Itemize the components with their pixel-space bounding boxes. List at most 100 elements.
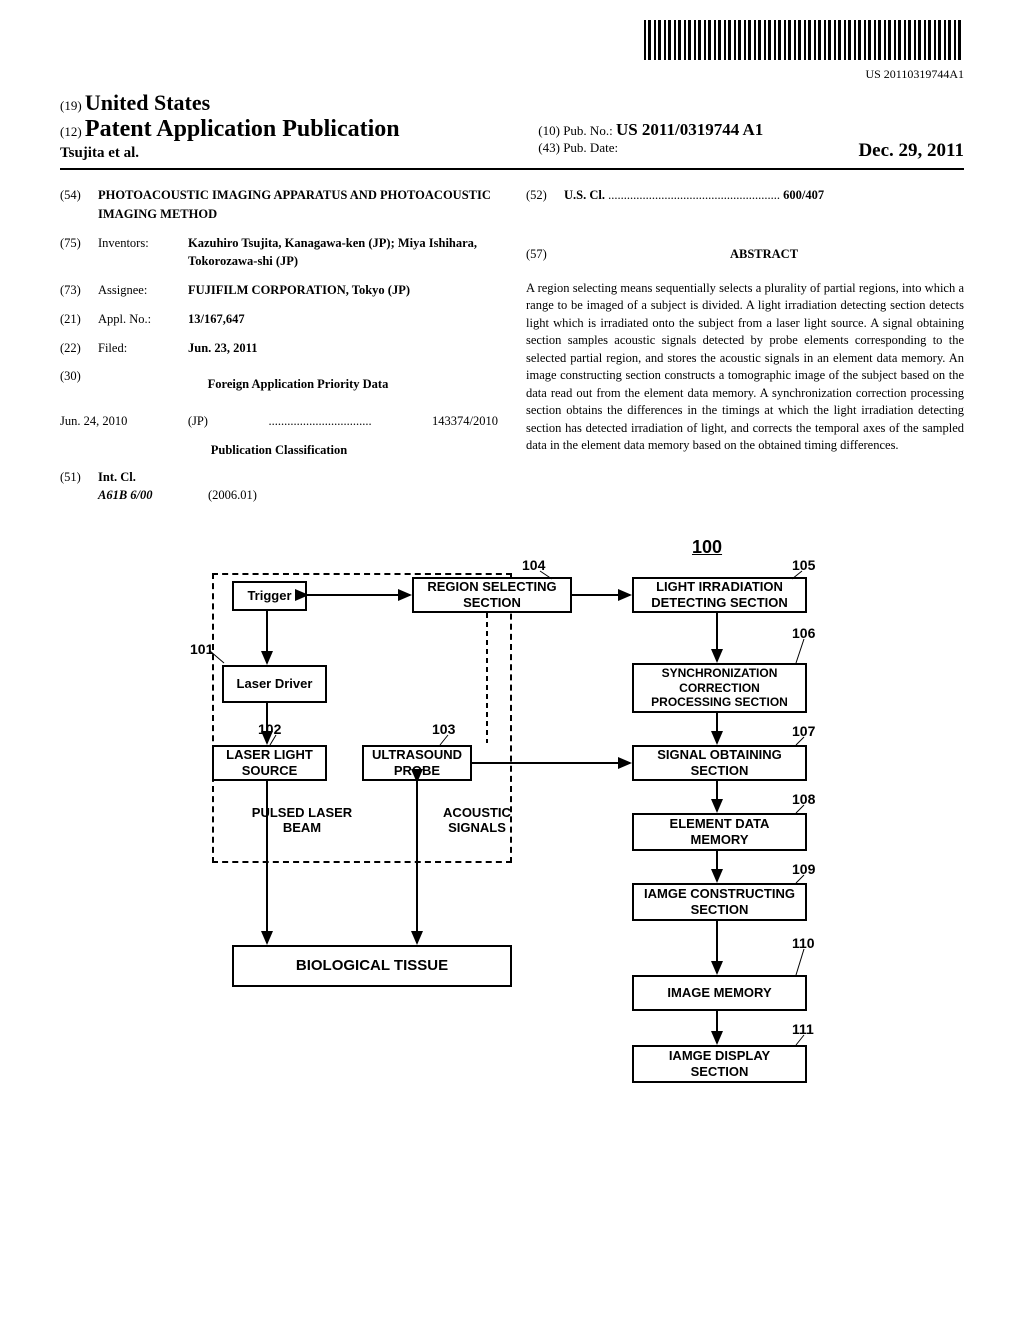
ref-101: 101: [190, 641, 213, 657]
ref-102: 102: [258, 721, 281, 737]
uscl-block: U.S. Cl. ...............................…: [564, 186, 964, 205]
box-img-construct: IAMGE CONSTRUCTING SECTION: [632, 883, 807, 921]
uscl-code: (52): [526, 186, 564, 205]
uscl-label: U.S. Cl.: [564, 188, 605, 202]
label-acoustic: ACOUSTIC SIGNALS: [432, 805, 522, 835]
box-light-detect: LIGHT IRRADIATION DETECTING SECTION: [632, 577, 807, 613]
inventors-text: Kazuhiro Tsujita, Kanagawa-ken (JP); Miy…: [188, 236, 477, 269]
filed-label: Filed:: [98, 339, 188, 358]
pubclass-heading: Publication Classification: [60, 441, 498, 460]
ref-104: 104: [522, 557, 545, 573]
abstract-heading: ABSTRACT: [564, 245, 964, 264]
foreign-num: 143374/2010: [432, 412, 498, 431]
assignee-value: FUJIFILM CORPORATION, Tokyo (JP): [188, 281, 498, 300]
box-laser-source: LASER LIGHT SOURCE: [212, 745, 327, 781]
header: (19) United States (12) Patent Applicati…: [60, 90, 964, 162]
inventors-row: (75) Inventors: Kazuhiro Tsujita, Kanaga…: [60, 234, 498, 272]
filed-text: Jun. 23, 2011: [188, 341, 257, 355]
ref-109: 109: [792, 861, 815, 877]
foreign-code: (30): [60, 367, 98, 402]
abstract-text: A region selecting means sequentially se…: [526, 280, 964, 455]
abstract-code: (57): [526, 245, 564, 270]
bibliographic-section: (54) PHOTOACOUSTIC IMAGING APPARATUS AND…: [60, 186, 964, 515]
abstract-heading-row: (57) ABSTRACT: [526, 245, 964, 270]
box-img-display: IAMGE DISPLAY SECTION: [632, 1045, 807, 1083]
pub-label: Patent Application Publication: [85, 116, 400, 142]
uscl-row: (52) U.S. Cl. ..........................…: [526, 186, 964, 205]
assignee-code: (73): [60, 281, 98, 300]
header-left: (19) United States (12) Patent Applicati…: [60, 90, 528, 162]
ref-103: 103: [432, 721, 455, 737]
biblio-left-col: (54) PHOTOACOUSTIC IMAGING APPARATUS AND…: [60, 186, 498, 515]
pub-no-line: (10) Pub. No.: US 2011/0319744 A1: [538, 120, 964, 140]
authors-line: Tsujita et al.: [60, 145, 528, 162]
filed-value: Jun. 23, 2011: [188, 339, 498, 358]
inventors-label: Inventors:: [98, 234, 188, 272]
pubdate-value: Dec. 29, 2011: [858, 140, 964, 162]
box-sync: SYNCHRONIZATION CORRECTION PROCESSING SE…: [632, 663, 807, 713]
applno-label: Appl. No.:: [98, 310, 188, 329]
inventors-code: (75): [60, 234, 98, 272]
pub-code: (12): [60, 124, 82, 139]
ref-108: 108: [792, 791, 815, 807]
box-elem-mem: ELEMENT DATA MEMORY: [632, 813, 807, 851]
pubdate-code: (43): [538, 140, 560, 155]
filed-code: (22): [60, 339, 98, 358]
country-name: United States: [85, 90, 210, 115]
header-divider: [60, 168, 964, 170]
ref-100: 100: [692, 537, 722, 558]
label-pulsed: PULSED LASER BEAM: [247, 805, 357, 835]
box-laser-driver: Laser Driver: [222, 665, 327, 703]
intcl-data: A61B 6/00 (2006.01): [98, 486, 498, 505]
applno-text: 13/167,647: [188, 312, 245, 326]
intcl-code: (51): [60, 468, 98, 506]
pubdate-label: Pub. Date:: [563, 140, 618, 155]
intcl-year: (2006.01): [208, 486, 257, 505]
pub-date-line: (43) Pub. Date: Dec. 29, 2011: [538, 140, 964, 156]
box-signal-obtain: SIGNAL OBTAINING SECTION: [632, 745, 807, 781]
uscl-dots: ........................................…: [608, 188, 780, 202]
ref-110: 110: [792, 935, 815, 951]
pub-type-line: (12) Patent Application Publication: [60, 116, 528, 143]
ref-105: 105: [792, 557, 815, 573]
applno-code: (21): [60, 310, 98, 329]
header-right: (10) Pub. No.: US 2011/0319744 A1 (43) P…: [528, 120, 964, 162]
ref-107: 107: [792, 723, 815, 739]
applno-value: 13/167,647: [188, 310, 498, 329]
box-region-selecting: REGION SELECTING SECTION: [412, 577, 572, 613]
pubno-code: (10): [538, 123, 560, 138]
assignee-text: FUJIFILM CORPORATION, Tokyo (JP): [188, 283, 410, 297]
title-code: (54): [60, 186, 98, 224]
intcl-block: Int. Cl. A61B 6/00 (2006.01): [98, 468, 498, 506]
foreign-country: (JP): [188, 412, 208, 431]
figure-wrap: 100 Trigger REGION SELECTING SECTION LIG…: [60, 545, 964, 1185]
foreign-priority-section: (30) Foreign Application Priority Data J…: [60, 367, 498, 431]
pubno-label: Pub. No.:: [563, 123, 612, 138]
applno-row: (21) Appl. No.: 13/167,647: [60, 310, 498, 329]
barcode-text: US 20110319744A1: [60, 67, 964, 82]
assignee-label: Assignee:: [98, 281, 188, 300]
barcode-graphic: [644, 20, 964, 60]
box-img-mem: IMAGE MEMORY: [632, 975, 807, 1011]
block-diagram: 100 Trigger REGION SELECTING SECTION LIG…: [152, 545, 872, 1185]
ref-111: 111: [792, 1021, 814, 1037]
foreign-date: Jun. 24, 2010: [60, 412, 127, 431]
pubno-value: US 2011/0319744 A1: [616, 120, 763, 139]
foreign-heading: Foreign Application Priority Data: [98, 375, 498, 394]
box-biological-tissue: BIOLOGICAL TISSUE: [232, 945, 512, 987]
foreign-heading-row: (30) Foreign Application Priority Data: [60, 367, 498, 402]
uscl-value: 600/407: [783, 188, 824, 202]
box-probe: ULTRASOUND PROBE: [362, 745, 472, 781]
intcl-label: Int. Cl.: [98, 470, 136, 484]
assignee-row: (73) Assignee: FUJIFILM CORPORATION, Tok…: [60, 281, 498, 300]
invention-title: PHOTOACOUSTIC IMAGING APPARATUS AND PHOT…: [98, 186, 498, 224]
biblio-right-col: (52) U.S. Cl. ..........................…: [526, 186, 964, 515]
intcl-value: A61B 6/00: [98, 486, 208, 505]
foreign-data-row: Jun. 24, 2010 (JP) .....................…: [60, 412, 498, 431]
filed-row: (22) Filed: Jun. 23, 2011: [60, 339, 498, 358]
title-row: (54) PHOTOACOUSTIC IMAGING APPARATUS AND…: [60, 186, 498, 224]
barcode-region: US 20110319744A1: [60, 20, 964, 82]
country-code: (19): [60, 98, 82, 113]
inventors-value: Kazuhiro Tsujita, Kanagawa-ken (JP); Miy…: [188, 234, 498, 272]
intcl-row: (51) Int. Cl. A61B 6/00 (2006.01): [60, 468, 498, 506]
